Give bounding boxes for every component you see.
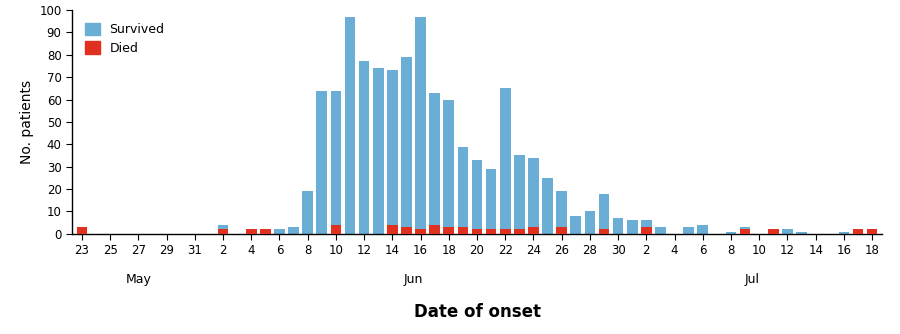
Bar	[867, 229, 877, 234]
Bar	[359, 61, 369, 234]
Bar	[598, 193, 609, 234]
Bar	[839, 231, 850, 234]
Bar	[683, 227, 694, 234]
Text: May: May	[125, 273, 151, 286]
Bar	[330, 225, 341, 234]
Bar	[401, 227, 411, 234]
Bar	[457, 227, 468, 234]
Bar	[302, 191, 313, 234]
Bar	[740, 227, 751, 234]
Bar	[444, 100, 454, 234]
Bar	[472, 229, 482, 234]
Bar	[514, 155, 525, 234]
Bar	[330, 91, 341, 234]
Bar	[218, 229, 229, 234]
Bar	[246, 229, 256, 234]
Bar	[768, 229, 778, 234]
Bar	[740, 229, 751, 234]
Bar	[556, 191, 567, 234]
Bar	[345, 17, 356, 234]
Bar	[444, 227, 454, 234]
Bar	[317, 91, 327, 234]
Bar	[543, 178, 553, 234]
Bar	[796, 231, 807, 234]
Bar	[556, 227, 567, 234]
Bar	[387, 225, 398, 234]
Bar	[500, 88, 510, 234]
Bar	[429, 225, 440, 234]
Bar	[598, 229, 609, 234]
Bar	[725, 231, 736, 234]
Bar	[429, 93, 440, 234]
Bar	[218, 225, 229, 234]
Bar	[655, 227, 666, 234]
Bar	[486, 229, 497, 234]
Y-axis label: No. patients: No. patients	[20, 80, 34, 164]
Bar	[288, 227, 299, 234]
Bar	[274, 229, 284, 234]
Bar	[867, 229, 877, 234]
Bar	[260, 229, 271, 234]
Bar	[852, 229, 863, 234]
Bar	[401, 57, 411, 234]
Bar	[641, 220, 652, 234]
Bar	[260, 229, 271, 234]
Bar	[528, 227, 539, 234]
Bar	[246, 229, 256, 234]
Legend: Survived, Died: Survived, Died	[78, 16, 171, 61]
Bar	[641, 227, 652, 234]
Bar	[76, 227, 87, 234]
Bar	[472, 160, 482, 234]
Text: Jul: Jul	[744, 273, 760, 286]
Bar	[613, 218, 624, 234]
Bar	[415, 229, 426, 234]
Bar	[585, 211, 595, 234]
Bar	[76, 227, 87, 234]
Bar	[500, 229, 510, 234]
Bar	[457, 147, 468, 234]
Bar	[486, 169, 497, 234]
Bar	[373, 68, 383, 234]
Bar	[698, 225, 708, 234]
Bar	[528, 158, 539, 234]
Bar	[852, 229, 863, 234]
Bar	[415, 17, 426, 234]
Bar	[571, 216, 581, 234]
Text: Jun: Jun	[404, 273, 423, 286]
Bar	[782, 229, 793, 234]
Bar	[514, 229, 525, 234]
Bar	[768, 229, 778, 234]
Text: Date of onset: Date of onset	[413, 303, 541, 321]
Bar	[627, 220, 637, 234]
Bar	[387, 70, 398, 234]
